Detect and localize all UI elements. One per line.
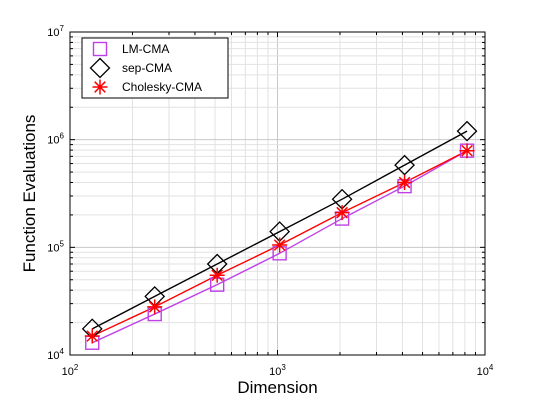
y-tick-label: 106: [47, 132, 64, 147]
data-point: [209, 267, 225, 283]
grid: [70, 32, 485, 355]
legend: LM-CMA sep-CMA Cholesky-CMA: [81, 37, 229, 99]
legend-marker: [89, 57, 111, 79]
data-point: [334, 205, 350, 221]
y-tick-label: 104: [47, 347, 64, 362]
data-point: [394, 154, 415, 176]
x-tick-label: 102: [62, 363, 79, 378]
x-axis-label: Dimension: [237, 378, 317, 397]
y-tick-label: 105: [47, 239, 64, 254]
legend-box: [81, 37, 229, 99]
y-tick-label: 107: [47, 24, 64, 39]
legend-label: LM-CMA: [122, 42, 169, 56]
legend-marker: [92, 79, 108, 95]
y-axis-label: Function Evaluations: [20, 115, 39, 273]
series-markers: [81, 120, 478, 350]
legend-label: sep-CMA: [122, 61, 172, 75]
axis-ticks: 102 103 104 104 105 106 107: [47, 24, 494, 378]
legend-marker: [92, 41, 108, 57]
data-point: [456, 120, 478, 142]
x-tick-label: 103: [269, 363, 286, 378]
x-tick-label: 104: [477, 363, 494, 378]
series-line-1: [91, 130, 468, 330]
data-point: [397, 175, 413, 191]
legend-label: Cholesky-CMA: [122, 80, 202, 94]
data-point: [272, 237, 288, 253]
data-point: [84, 328, 100, 344]
data-point: [459, 143, 475, 159]
data-point: [147, 299, 163, 315]
